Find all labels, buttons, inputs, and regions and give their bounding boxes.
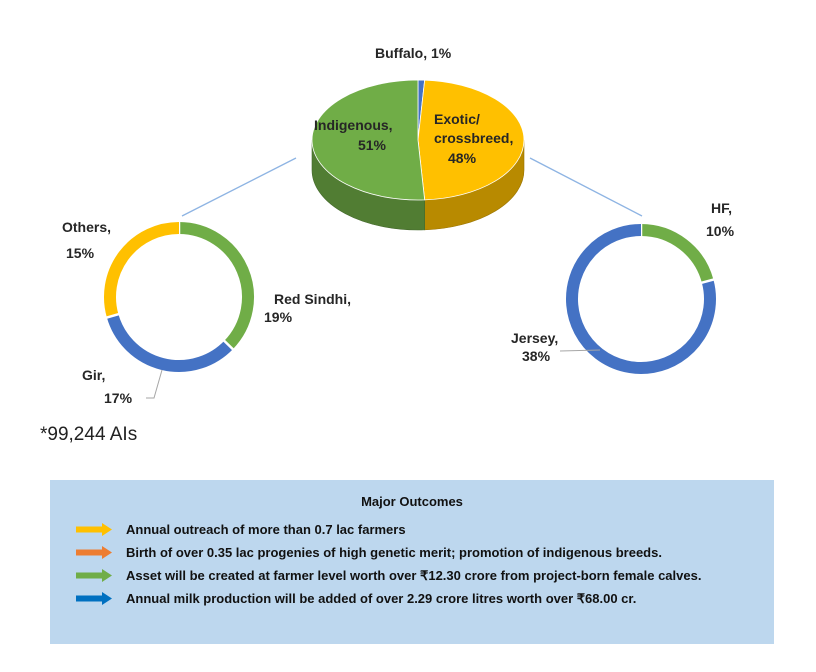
charts-area: Buffalo, 1% Exotic/ crossbreed, 48% Indi…: [62, 45, 735, 406]
label-jersey-line2: 38%: [522, 348, 551, 364]
label-hf-line1: HF,: [711, 200, 732, 216]
exotic-breeds-doughnut: [566, 223, 716, 374]
species-pie-chart: [311, 79, 525, 231]
leader-line-jersey: [559, 349, 601, 352]
outcome-item: Birth of over 0.35 lac progenies of high…: [76, 544, 748, 561]
label-exotic-line1: Exotic/: [434, 111, 480, 127]
outcome-text: Annual milk production will be added of …: [126, 591, 637, 606]
label-indigenous-line1: Indigenous,: [314, 117, 393, 133]
doughnut-segment-red-sindhi: [178, 222, 254, 350]
pie-slice-exotic-crossbreed: [417, 79, 525, 201]
outcome-text: Annual outreach of more than 0.7 lac far…: [126, 522, 406, 537]
label-buffalo: Buffalo, 1%: [375, 45, 452, 61]
outcomes-title: Major Outcomes: [361, 494, 463, 509]
connector-line-right: [529, 157, 643, 217]
segment-separator: [105, 312, 120, 320]
doughnut-segment-hf: [640, 224, 714, 283]
right-arrow-icon: [76, 569, 112, 582]
outcome-text: Birth of over 0.35 lac progenies of high…: [126, 545, 662, 560]
major-outcomes-box: Major Outcomes Annual outreach of more t…: [50, 480, 774, 644]
right-arrow-icon: [76, 523, 112, 536]
segment-separator: [222, 339, 235, 351]
label-red-sindhi-line1: Red Sindhi,: [274, 291, 351, 307]
footnote-ai-count: *99,244 AIs: [40, 424, 138, 445]
label-exotic-line2: crossbreed,: [434, 130, 513, 146]
doughnut-segment-jersey: [566, 224, 716, 374]
outcomes-list: Annual outreach of more than 0.7 lac far…: [76, 521, 748, 607]
label-hf-line2: 10%: [706, 223, 735, 239]
pie-3d-top: [311, 79, 525, 201]
outcome-item: Annual milk production will be added of …: [76, 590, 748, 607]
connector-line-left: [181, 157, 297, 217]
label-jersey-line1: Jersey,: [511, 330, 558, 346]
label-gir-line2: 17%: [104, 390, 133, 406]
doughnut-segment-gir: [106, 314, 233, 372]
segment-separator: [700, 278, 715, 285]
outcome-text: Asset will be created at farmer level wo…: [126, 568, 702, 583]
right-arrow-icon: [76, 546, 112, 559]
pie-slice-indigenous: [311, 79, 426, 201]
label-gir-line1: Gir,: [82, 367, 105, 383]
doughnut-segment-others: [104, 222, 180, 318]
right-arrow-icon: [76, 592, 112, 605]
indigenous-breeds-doughnut: [104, 221, 254, 372]
label-red-sindhi-line2: 19%: [264, 309, 293, 325]
label-indigenous-line2: 51%: [358, 137, 387, 153]
label-others-line2: 15%: [66, 245, 95, 261]
outcome-item: Annual outreach of more than 0.7 lac far…: [76, 521, 748, 538]
label-exotic-line3: 48%: [448, 150, 477, 166]
label-others-line1: Others,: [62, 219, 111, 235]
outcome-item: Asset will be created at farmer level wo…: [76, 567, 748, 584]
leader-line-gir: [146, 369, 163, 399]
